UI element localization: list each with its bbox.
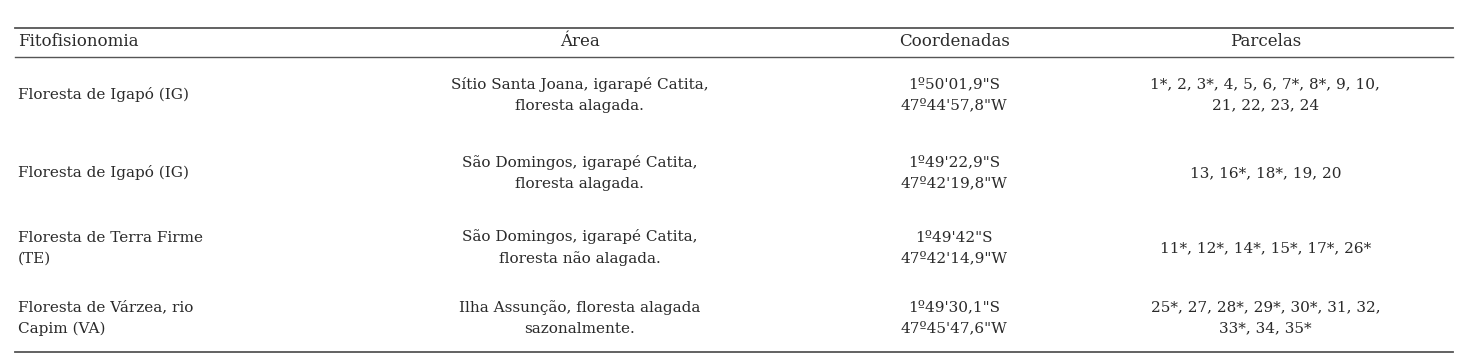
Text: 11*, 12*, 14*, 15*, 17*, 26*: 11*, 12*, 14*, 15*, 17*, 26* <box>1160 241 1371 255</box>
Text: 1º49'22,9"S
47º42'19,8"W: 1º49'22,9"S 47º42'19,8"W <box>901 156 1007 190</box>
Text: Sítio Santa Joana, igarapé Catita,
floresta alagada.: Sítio Santa Joana, igarapé Catita, flore… <box>451 77 709 113</box>
Text: 1*, 2, 3*, 4, 5, 6, 7*, 8*, 9, 10,
21, 22, 23, 24: 1*, 2, 3*, 4, 5, 6, 7*, 8*, 9, 10, 21, 2… <box>1151 78 1380 112</box>
Text: São Domingos, igarapé Catita,
floresta alagada.: São Domingos, igarapé Catita, floresta a… <box>462 155 697 191</box>
Text: Floresta de Várzea, rio
Capim (VA): Floresta de Várzea, rio Capim (VA) <box>18 300 192 336</box>
Text: Floresta de Igapó (IG): Floresta de Igapó (IG) <box>18 165 188 181</box>
Text: 1º49'30,1"S
47º45'47,6"W: 1º49'30,1"S 47º45'47,6"W <box>901 301 1007 335</box>
Text: Fitofisionomia: Fitofisionomia <box>18 33 138 51</box>
Text: 1º49'42"S
47º42'14,9"W: 1º49'42"S 47º42'14,9"W <box>901 231 1007 265</box>
Text: Ilha Assunção, floresta alagada
sazonalmente.: Ilha Assunção, floresta alagada sazonalm… <box>459 300 700 336</box>
Text: 1º50'01,9"S
47º44'57,8"W: 1º50'01,9"S 47º44'57,8"W <box>901 78 1007 112</box>
Text: Área: Área <box>559 33 600 51</box>
Text: Floresta de Terra Firme
(TE): Floresta de Terra Firme (TE) <box>18 231 203 265</box>
Text: 25*, 27, 28*, 29*, 30*, 31, 32,
33*, 34, 35*: 25*, 27, 28*, 29*, 30*, 31, 32, 33*, 34,… <box>1151 301 1380 335</box>
Text: 13, 16*, 18*, 19, 20: 13, 16*, 18*, 19, 20 <box>1189 166 1342 180</box>
Text: Floresta de Igapó (IG): Floresta de Igapó (IG) <box>18 88 188 103</box>
Text: São Domingos, igarapé Catita,
floresta não alagada.: São Domingos, igarapé Catita, floresta n… <box>462 229 697 266</box>
Text: Parcelas: Parcelas <box>1230 33 1301 51</box>
Text: Coordenadas: Coordenadas <box>898 33 1010 51</box>
